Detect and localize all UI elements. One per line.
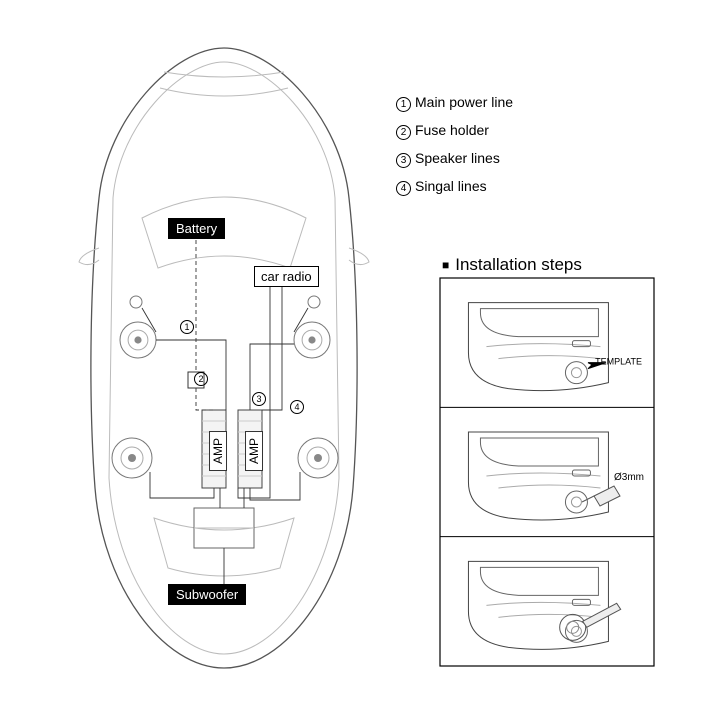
car-radio-label: car radio [254,266,319,287]
install-title: Installation steps [442,255,582,275]
svg-text:Ø3mm: Ø3mm [614,472,644,483]
battery-label: Battery [168,218,225,239]
legend-text: Fuse holder [415,122,489,138]
legend-item: 1 Main power line [396,88,513,116]
legend-text: Speaker lines [415,150,500,166]
diagram-svg: TEMPLATE Ø3mm [0,0,720,720]
wire-tag: 2 [194,372,212,386]
svg-text:TEMPLATE: TEMPLATE [595,357,642,367]
legend: 1 Main power line 2 Fuse holder 3 Speaker l… [396,88,513,200]
amp-label: AMP [245,431,263,471]
legend-item: 3 Speaker lines [396,144,513,172]
subwoofer-label: Subwoofer [168,584,246,605]
legend-text: Main power line [415,94,513,110]
legend-num: 4 [396,181,411,196]
legend-item: 4 Singal lines [396,172,513,200]
legend-num: 3 [396,153,411,168]
wire-tag: 1 [180,320,198,334]
wire-tag: 4 [290,400,308,414]
diagram-root: TEMPLATE Ø3mm 1 Main power line 2 Fuse hold… [0,0,720,720]
legend-text: Singal lines [415,178,487,194]
wire-tag: 3 [252,392,270,406]
amp-label: AMP [209,431,227,471]
legend-num: 2 [396,125,411,140]
legend-item: 2 Fuse holder [396,116,513,144]
legend-num: 1 [396,97,411,112]
